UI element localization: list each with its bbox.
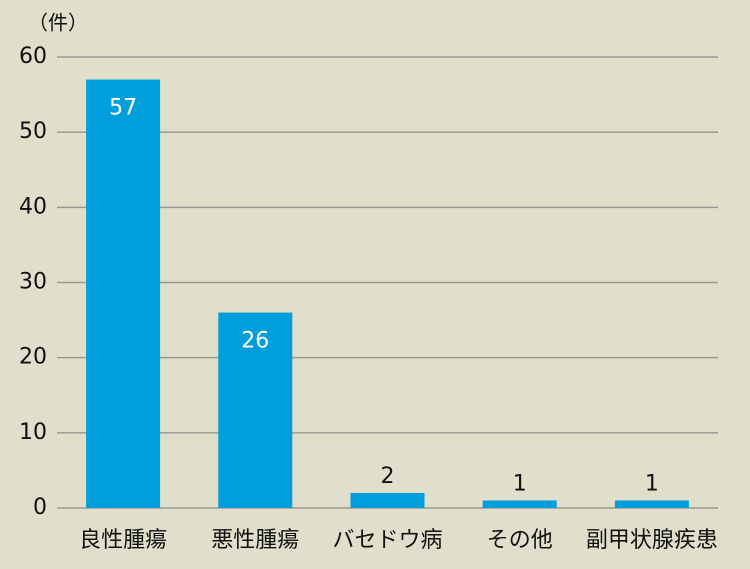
data-label: 1 <box>513 471 527 496</box>
bar <box>350 492 425 508</box>
x-tick-label: 良性腫瘍 <box>79 528 167 553</box>
data-label: 57 <box>109 96 137 121</box>
y-tick-label: 0 <box>33 495 47 520</box>
x-tick-label: その他 <box>487 528 553 553</box>
data-label: 1 <box>645 471 659 496</box>
bar <box>218 312 293 508</box>
y-tick-label: 60 <box>19 44 47 69</box>
y-axis-label: （件） <box>28 11 88 35</box>
x-tick-label: 悪性腫瘍 <box>211 528 299 553</box>
bar <box>614 500 689 508</box>
bar <box>482 500 557 508</box>
data-label: 26 <box>241 329 269 354</box>
bar <box>86 79 161 509</box>
y-tick-label: 50 <box>19 119 47 144</box>
y-tick-label: 10 <box>19 420 47 445</box>
data-label: 2 <box>381 464 395 489</box>
y-tick-label: 40 <box>19 194 47 219</box>
x-tick-label: バセドウ病 <box>332 528 442 553</box>
y-tick-label: 30 <box>19 270 47 295</box>
x-tick-label: 副甲状腺疾患 <box>586 528 718 553</box>
y-tick-label: 20 <box>19 345 47 370</box>
